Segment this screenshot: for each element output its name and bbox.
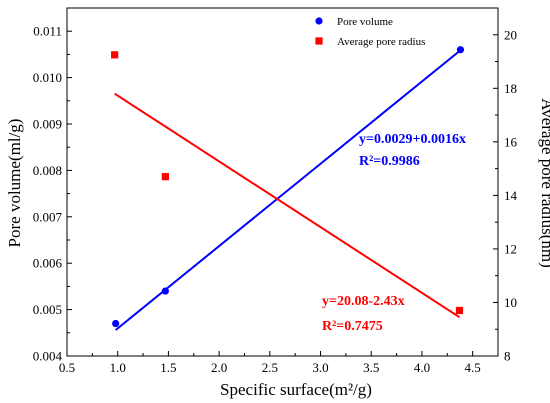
- data-points: [111, 46, 465, 328]
- left-y-tick-label: 0.007: [33, 209, 63, 224]
- pore-volume-point: [456, 46, 465, 54]
- pore-volume-point: [112, 319, 120, 328]
- left-y-tick-label: 0.006: [33, 256, 63, 271]
- x-tick-label: 3.0: [312, 360, 328, 375]
- fit-equation: y=20.08-2.43x: [322, 294, 405, 309]
- pore-volume-fit-line: [115, 49, 462, 331]
- pore-radius-point: [111, 51, 119, 59]
- right-y-tick-label: 16: [504, 134, 518, 149]
- x-axis-ticks: 0.5 1.0 1.5 2.0 2.5 3.0 3.5 4.0 4.5: [59, 351, 481, 375]
- fit-equation: y=0.0029+0.0016x: [359, 132, 466, 147]
- right-y-tick-label: 8: [504, 349, 511, 364]
- x-tick-label: 4.0: [414, 360, 430, 375]
- right-y-axis-title: Average pore radius(nm): [538, 98, 550, 268]
- legend: Pore volume Average pore radius: [315, 16, 425, 48]
- x-tick-label: 2.0: [211, 360, 227, 375]
- x-tick-label: 4.5: [465, 360, 481, 375]
- left-y-tick-label: 0.008: [33, 163, 62, 178]
- right-y-tick-label: 12: [504, 241, 517, 256]
- pore-radius-point: [161, 173, 169, 181]
- x-tick-label: 1.5: [160, 360, 176, 375]
- pore-radius-point: [455, 306, 464, 315]
- legend-label: Average pore radius: [337, 36, 425, 48]
- right-y-tick-label: 18: [504, 81, 517, 96]
- right-y-tick-label: 14: [504, 188, 518, 203]
- left-y-tick-label: 0.009: [33, 117, 62, 132]
- left-y-tick-label: 0.010: [33, 70, 62, 85]
- left-y-tick-label: 0.011: [33, 24, 62, 39]
- legend-marker-pore-volume: [315, 17, 323, 25]
- plot-area-border: [66, 7, 499, 357]
- x-tick-label: 3.5: [363, 360, 379, 375]
- x-tick-label: 2.5: [262, 360, 278, 375]
- right-y-tick-label: 20: [504, 27, 517, 42]
- fit-r-squared: R²=0.7475: [322, 319, 383, 334]
- pore-volume-point: [161, 287, 169, 295]
- left-y-axis-ticks: 0.004 0.005 0.006 0.007 0.008 0.009 0.010 0.011: [33, 24, 72, 364]
- plot-frame: [66, 7, 499, 357]
- fit-r-squared: R²=0.9986: [359, 154, 420, 169]
- legend-label: Pore volume: [337, 16, 393, 28]
- left-y-tick-label: 0.005: [33, 302, 62, 317]
- pore-radius-fit-line: [114, 92, 461, 319]
- left-y-axis-title: Pore volume(ml/g): [5, 119, 24, 248]
- x-tick-label: 0.5: [59, 360, 75, 375]
- legend-marker-pore-radius: [315, 37, 323, 45]
- right-y-tick-label: 10: [504, 295, 517, 310]
- fit-annotations: y=0.0029+0.0016x R²=0.9986 y=20.08-2.43x R²…: [322, 132, 466, 334]
- x-axis-title: Specific surface(m²/g): [220, 380, 372, 399]
- right-y-axis-ticks: 8 10 12 14 16 18 20: [493, 27, 518, 364]
- fit-lines: [114, 49, 462, 331]
- left-y-tick-label: 0.004: [33, 349, 63, 364]
- x-tick-label: 1.0: [110, 360, 126, 375]
